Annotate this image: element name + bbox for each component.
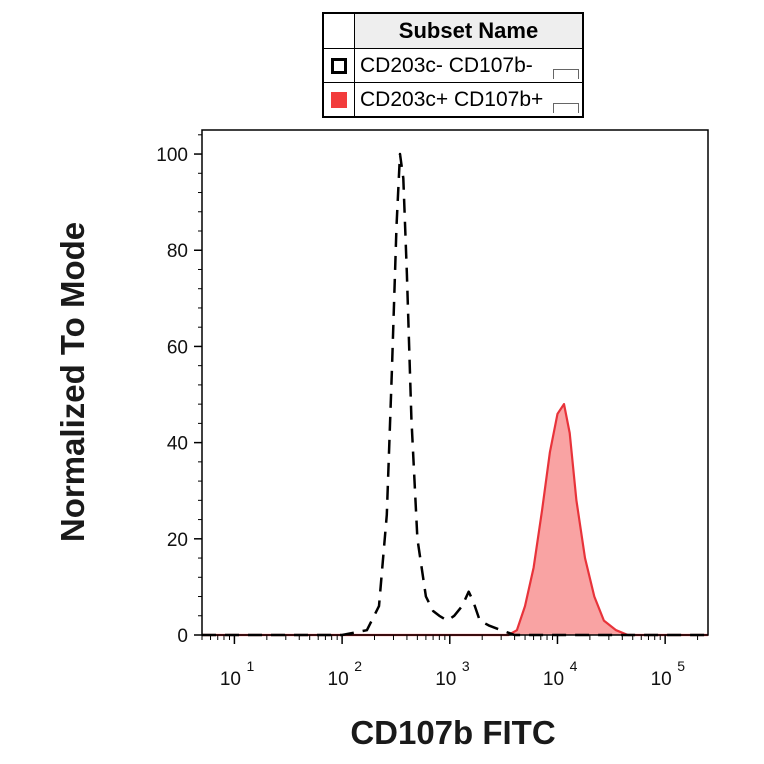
x-tick-label: 10 (220, 669, 241, 690)
legend-entry-label: CD203c+ CD107b+ (360, 87, 544, 111)
y-tick-label: 60 (167, 337, 188, 358)
outline-swatch-icon (331, 57, 347, 74)
y-tick-label: 100 (156, 145, 188, 166)
x-tick-label: 10 (435, 669, 456, 690)
legend-header: Subset Name (355, 14, 582, 48)
axis-layer: 0 20 40 60 80 100 10 1 10 2 10 3 10 4 10 5 (156, 129, 709, 690)
legend-entry-negative[interactable]: CD203c- CD107b- (324, 48, 582, 82)
legend-entry-label: CD203c- CD107b- (360, 53, 533, 77)
legend-swatch-cell (324, 49, 355, 82)
x-tick-label: 10 (328, 669, 349, 690)
legend-header-spacer (324, 14, 355, 48)
series-layer (202, 152, 708, 637)
y-tick-label: 0 (177, 626, 188, 647)
filled-swatch-icon (331, 91, 347, 108)
y-axis-label: Normalized To Mode (54, 222, 91, 542)
plot-frame (201, 129, 709, 636)
legend-entry-positive[interactable]: CD203c+ CD107b+ (324, 82, 582, 116)
x-tick-exponent: 1 (247, 658, 255, 674)
x-tick-exponent: 2 (354, 658, 362, 674)
x-tick-exponent: 3 (462, 658, 470, 674)
series-area (202, 404, 708, 635)
x-tick-label: 10 (651, 669, 672, 690)
series-line (202, 152, 708, 637)
series-line (202, 403, 708, 637)
y-tick-label: 40 (167, 434, 188, 455)
x-tick-label: 10 (543, 669, 564, 690)
x-tick-exponent: 4 (570, 658, 578, 674)
legend-swatch-cell (324, 83, 355, 116)
y-tick-label: 80 (167, 241, 188, 262)
y-tick-label: 20 (167, 530, 188, 551)
edit-tab-icon (553, 103, 579, 113)
x-tick-exponent: 5 (677, 658, 685, 674)
x-axis-label: CD107b FITC (350, 714, 555, 751)
legend-entry-label-wrap: CD203c+ CD107b+ (355, 83, 582, 116)
legend-header-row: Subset Name (324, 14, 582, 48)
legend-entry-label-wrap: CD203c- CD107b- (355, 49, 582, 82)
edit-tab-icon (553, 69, 579, 79)
legend: Subset Name CD203c- CD107b- CD203c+ CD10… (322, 12, 584, 118)
